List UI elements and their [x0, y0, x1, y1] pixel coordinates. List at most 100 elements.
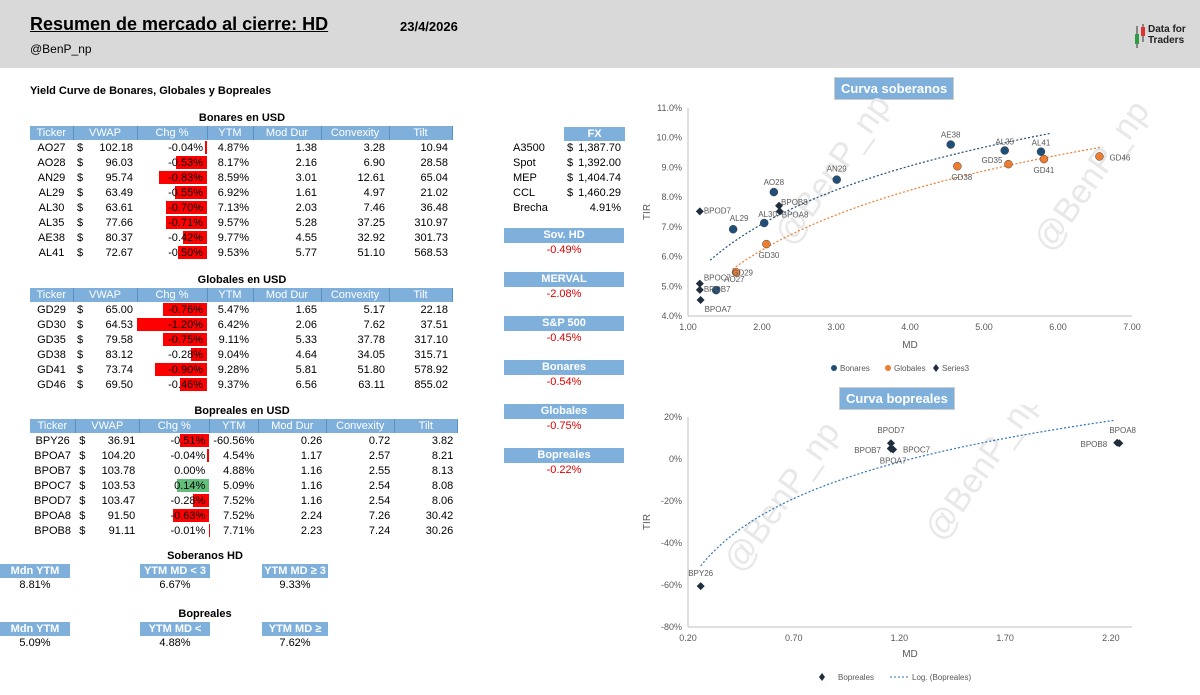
ytm-cell: 8.17%	[217, 156, 249, 169]
point-label: AL30	[758, 210, 777, 219]
currency-cell: $	[79, 479, 86, 492]
convexity-cell: 63.11	[358, 378, 385, 391]
currency-cell: $	[77, 216, 84, 229]
chg-cell: 0.00%	[139, 463, 209, 478]
point-bpod7	[886, 439, 895, 448]
legend-label: Series3	[942, 364, 970, 373]
fx-currency: $	[567, 172, 574, 184]
chg-bar-negative	[180, 378, 207, 391]
vwap-cell: 80.37	[105, 231, 133, 244]
stat-label: YTM MD ≥ 1.5	[262, 622, 328, 649]
stat-value: 4.88%	[159, 637, 191, 649]
legend-label: Bopreales	[838, 673, 874, 682]
ticker-cell: GD29	[37, 303, 66, 316]
ticker-cell: GD30	[37, 318, 66, 331]
tilt-cell: 8.08	[431, 479, 454, 492]
column-header: Convexity	[326, 419, 395, 433]
chg-cell: -0.28%	[139, 493, 210, 508]
y-tick-label: 7.0%	[661, 222, 682, 232]
chg-value: -0.71%	[168, 216, 203, 229]
convexity-cell: 12.61	[357, 171, 385, 184]
chg-value: 0.14%	[174, 479, 206, 492]
currency-cell: $	[77, 231, 84, 244]
point-label: BPOC7	[903, 445, 931, 454]
y-tick-label: -80%	[661, 622, 682, 632]
vwap-cell: 83.12	[105, 348, 133, 361]
ticker-cell: AE38	[38, 231, 65, 244]
chg-value: -0.04%	[170, 449, 206, 462]
convexity-cell: 32.92	[357, 231, 385, 244]
chg-value: -0.04%	[168, 141, 203, 154]
chg-bar-negative	[174, 186, 207, 199]
stat-label: YTM MD ≥ 3	[262, 564, 328, 578]
perf-label: Sov. HD	[504, 228, 624, 243]
perf-value: -0.22%	[546, 464, 582, 476]
chg-bar-negative	[166, 201, 207, 214]
x-tick-label: 0.70	[785, 633, 803, 643]
currency-cell: $	[79, 494, 86, 507]
ytm-cell: 4.88%	[223, 464, 255, 477]
legend-marker	[933, 364, 939, 372]
ytm-cell: 9.57%	[217, 216, 249, 229]
ytm-cell: 9.28%	[217, 363, 249, 376]
column-header: Chg %	[139, 419, 210, 433]
x-axis-title: MD	[902, 649, 918, 660]
tilt-cell: 8.06	[431, 494, 454, 507]
legend-marker	[831, 365, 837, 371]
logo-line2: Traders	[1148, 35, 1185, 46]
point-al30	[759, 218, 769, 228]
soberanos-ytm-low: YTM MD < 3 6.67%	[140, 564, 210, 593]
y-tick-label: -60%	[661, 580, 682, 590]
chg-value: -0.28%	[168, 348, 203, 361]
ticker-cell: GD41	[37, 363, 66, 376]
chg-value: -0.28%	[170, 494, 206, 507]
perf-box: Bopreales -0.22%	[504, 448, 624, 478]
chg-value: -0.90%	[168, 363, 203, 376]
chg-value: -0.70%	[168, 201, 203, 214]
stat-value: 7.62%	[279, 637, 311, 649]
currency-cell: $	[77, 378, 84, 391]
vwap-cell: 72.67	[105, 246, 133, 259]
chg-bar-negative	[208, 524, 210, 537]
table-row: GD35 $79.58 -0.75% 9.11% 5.33 37.78 317.10	[30, 332, 452, 347]
tilt-cell: 36.48	[420, 201, 448, 214]
chg-cell: -0.28%	[137, 347, 207, 362]
column-header: Mod Dur	[258, 419, 327, 433]
x-tick-label: 2.00	[753, 322, 771, 332]
chg-cell: -1.20%	[137, 317, 207, 332]
perf-label: Bonares	[504, 360, 624, 375]
convexity-cell: 3.28	[363, 141, 385, 154]
tilt-cell: 301.73	[414, 231, 448, 244]
mod-dur-cell: 6.56	[295, 378, 317, 391]
header-bar: Resumen de mercado al cierre: HD 23/4/20…	[0, 0, 1200, 68]
convexity-cell: 2.54	[368, 479, 391, 492]
table-row: GD38 $83.12 -0.28% 9.04% 4.64 34.05 315.71	[30, 347, 452, 362]
currency-cell: $	[77, 318, 84, 331]
chg-bar-negative	[192, 494, 210, 507]
perf-value: -0.49%	[546, 244, 582, 256]
mod-dur-cell: 3.01	[295, 171, 317, 184]
y-tick-label: 8.0%	[661, 192, 682, 202]
x-tick-label: 0.20	[679, 633, 697, 643]
mod-dur-cell: 2.24	[300, 509, 323, 522]
point-label: BPY26	[688, 569, 713, 578]
y-tick-label: -20%	[661, 496, 682, 506]
legend-label: Globales	[894, 364, 926, 373]
chg-bar-positive	[176, 479, 210, 492]
convexity-cell: 5.17	[363, 303, 385, 316]
convexity-cell: 4.97	[363, 186, 385, 199]
chg-value: -0.75%	[168, 333, 203, 346]
x-tick-label: 2.20	[1102, 633, 1120, 643]
x-tick-label: 3.00	[827, 322, 845, 332]
legend-label: Log. (Bopreales)	[912, 673, 971, 682]
mod-dur-cell: 0.26	[300, 434, 323, 447]
vwap-cell: 63.49	[105, 186, 133, 199]
chg-cell: -0.55%	[137, 185, 207, 200]
column-header: YTM	[207, 126, 254, 140]
chg-value: -0.55%	[168, 186, 203, 199]
point-label: BPOA8	[782, 210, 809, 219]
tilt-cell: 8.21	[431, 449, 454, 462]
point-label: BPOD7	[704, 206, 732, 215]
tilt-cell: 37.51	[420, 318, 448, 331]
table-row: BPOD7 $103.47 -0.28% 7.52% 1.16 2.54 8.06	[30, 493, 457, 508]
